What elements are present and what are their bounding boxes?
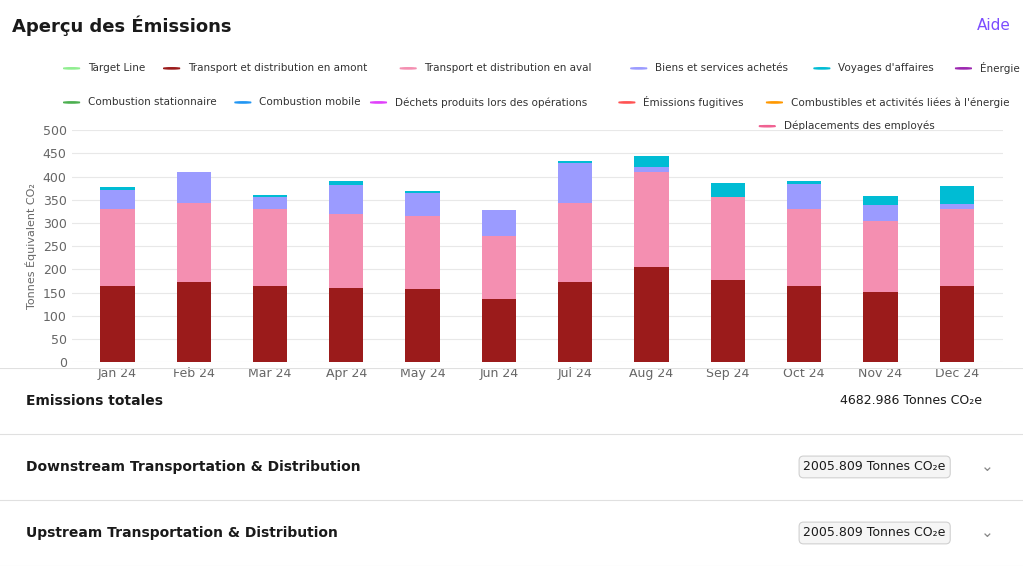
Bar [329,288,363,362]
Bar [939,286,974,362]
Circle shape [63,102,80,103]
Text: Déchets produits lors des opérations: Déchets produits lors des opérations [395,97,587,108]
Bar [634,172,669,267]
Circle shape [164,68,180,69]
Text: 2005.809 Tonnes CO₂e: 2005.809 Tonnes CO₂e [803,461,946,473]
Bar [559,163,592,203]
Circle shape [955,68,972,69]
Bar [863,291,897,362]
Bar [253,198,287,209]
Text: Énergie importée: Énergie importée [980,62,1023,74]
Text: Downstream Transportation & Distribution: Downstream Transportation & Distribution [26,460,360,474]
Text: 2005.809 Tonnes CO₂e: 2005.809 Tonnes CO₂e [803,526,946,539]
Text: Aperçu des Émissions: Aperçu des Émissions [12,15,232,36]
Text: Transport et distribution en amont: Transport et distribution en amont [188,63,367,74]
Bar [100,209,135,286]
Bar [787,286,821,362]
Bar [329,181,363,185]
Text: ⌄: ⌄ [981,525,993,541]
Bar [711,280,745,362]
Bar [253,209,287,286]
Text: Upstream Transportation & Distribution: Upstream Transportation & Distribution [26,526,338,540]
Bar [939,209,974,286]
Bar [405,289,440,362]
Bar [329,185,363,214]
Bar [863,196,897,205]
Bar [634,267,669,362]
Bar [177,282,211,362]
Text: Combustion mobile: Combustion mobile [259,97,361,108]
Bar [100,286,135,362]
Bar [939,186,974,204]
Text: 4682.986 Tonnes CO₂e: 4682.986 Tonnes CO₂e [840,395,982,408]
Text: Émissions fugitives: Émissions fugitives [643,96,744,109]
Text: Biens et services achetés: Biens et services achetés [655,63,788,74]
Text: Transport et distribution en aval: Transport et distribution en aval [425,63,592,74]
Bar [482,211,516,236]
Text: Voyages d'affaires: Voyages d'affaires [838,63,934,74]
Bar [559,203,592,282]
Text: Emissions totales: Emissions totales [26,394,163,408]
Text: ⌄: ⌄ [981,460,993,474]
Circle shape [813,68,830,69]
Text: Combustibles et activités liées à l'énergie: Combustibles et activités liées à l'éner… [791,97,1010,108]
Bar [711,197,745,280]
Bar [634,156,669,168]
Bar [482,299,516,362]
Bar [787,183,821,209]
Circle shape [370,102,387,103]
Bar [177,203,211,282]
Bar [405,194,440,216]
Circle shape [234,102,251,103]
Bar [939,204,974,209]
Bar [863,205,897,221]
Circle shape [619,102,635,103]
Bar [634,168,669,172]
Bar [100,187,135,190]
Bar [863,221,897,291]
Circle shape [630,68,647,69]
Bar [787,209,821,286]
Bar [482,236,516,299]
Bar [253,286,287,362]
Bar [253,195,287,198]
Bar [405,191,440,194]
Text: Déplacements des employés: Déplacements des employés [784,121,934,131]
Circle shape [766,102,783,103]
Circle shape [400,68,416,69]
Circle shape [63,68,80,69]
Text: Combustion stationnaire: Combustion stationnaire [88,97,217,108]
Bar [329,214,363,288]
Bar [559,282,592,362]
Bar [787,181,821,183]
Bar [711,183,745,197]
Bar [177,173,211,203]
Circle shape [759,126,775,127]
Text: Target Line: Target Line [88,63,145,74]
Bar [100,190,135,209]
Bar [405,216,440,289]
Y-axis label: Tonnes Équivalent CO₂: Tonnes Équivalent CO₂ [26,183,37,309]
Text: Aide: Aide [977,18,1011,33]
Bar [559,161,592,163]
